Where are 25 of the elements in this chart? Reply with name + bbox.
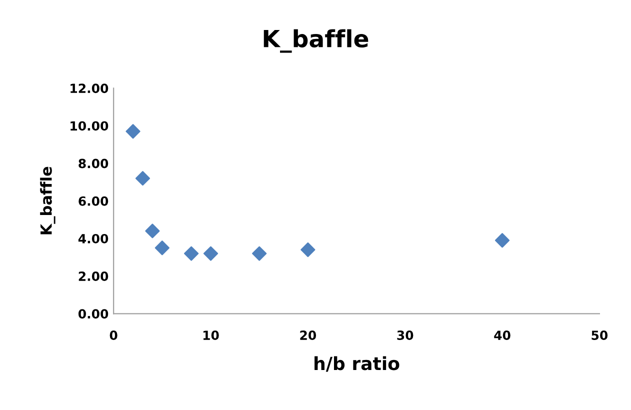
x-tick-label: 10 (203, 330, 219, 340)
point (252, 246, 267, 261)
y-axis-title: K_baffle (40, 166, 56, 234)
x-axis-title: h/b ratio (314, 356, 400, 372)
x-tick-label: 30 (397, 330, 414, 340)
point (145, 224, 160, 238)
point (300, 242, 316, 258)
x-tick-label: 20 (300, 330, 316, 340)
point (135, 171, 150, 186)
point (184, 246, 199, 261)
y-tick-label: 10.00 (70, 121, 108, 131)
y-tick-label: 8.00 (78, 158, 108, 168)
y-tick-label: 0.00 (78, 309, 108, 319)
y-tick-label: 6.00 (78, 196, 108, 206)
y-tick-label: 12.00 (70, 84, 108, 94)
point (126, 124, 140, 139)
y-tick-label: 2.00 (78, 272, 108, 281)
x-tick-label: 50 (592, 330, 608, 340)
x-tick-label: 0 (110, 330, 118, 340)
chart-title: K_baffle (264, 29, 368, 53)
x-tick-label: 40 (494, 330, 510, 340)
point (203, 246, 218, 261)
point (494, 233, 510, 248)
y-tick-label: 4.00 (78, 234, 108, 244)
point (154, 240, 170, 256)
